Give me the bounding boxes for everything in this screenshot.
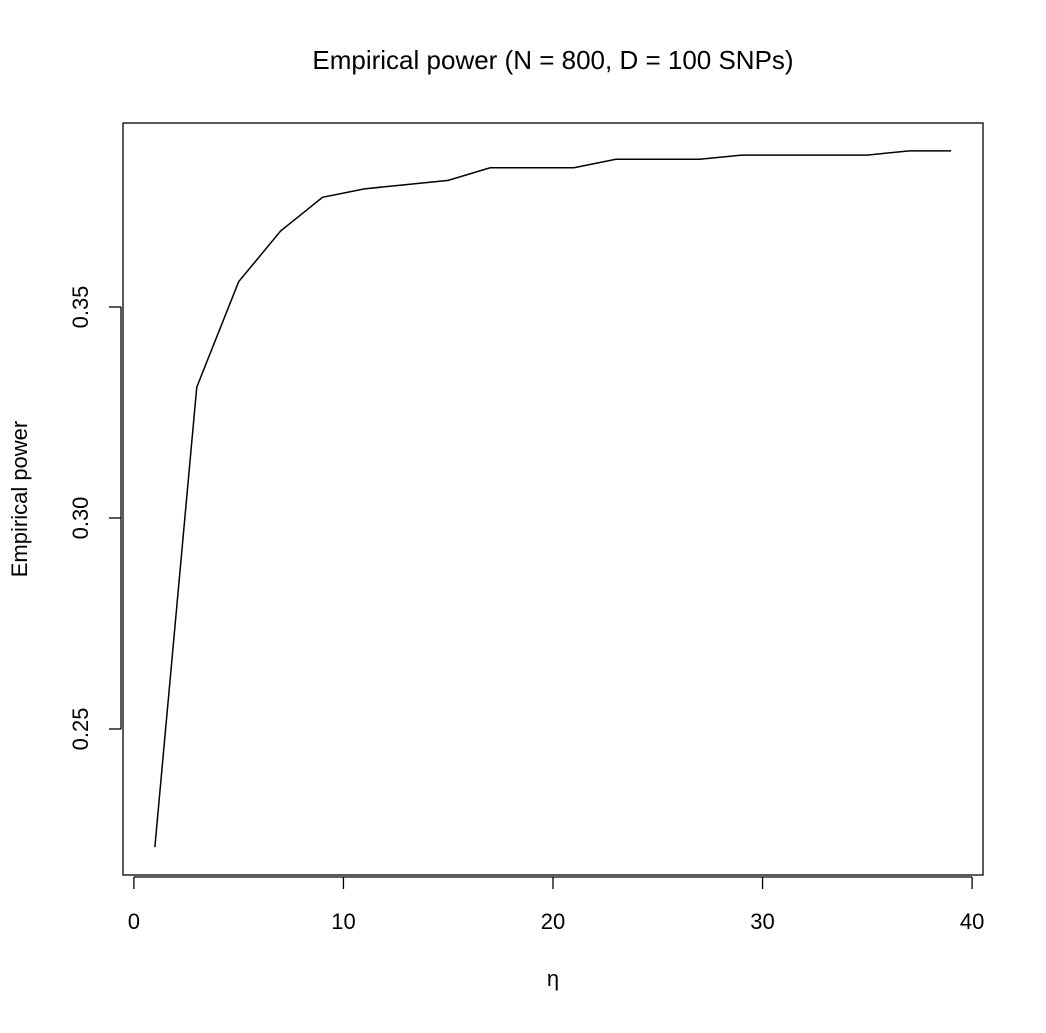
y-tick-label: 0.30	[68, 497, 93, 540]
chart-title: Empirical power (N = 800, D = 100 SNPs)	[312, 45, 793, 75]
x-tick-label: 40	[960, 909, 984, 934]
y-tick-label: 0.35	[68, 286, 93, 329]
x-axis-label: η	[547, 966, 559, 991]
plot-frame	[122, 122, 984, 876]
x-tick-label: 10	[331, 909, 355, 934]
data-line	[154, 150, 952, 848]
x-tick-label: 20	[541, 909, 565, 934]
y-tick-label: 0.25	[68, 708, 93, 751]
x-tick-label: 30	[750, 909, 774, 934]
y-axis-label: Empirical power	[7, 421, 32, 578]
x-tick-label: 0	[128, 909, 140, 934]
